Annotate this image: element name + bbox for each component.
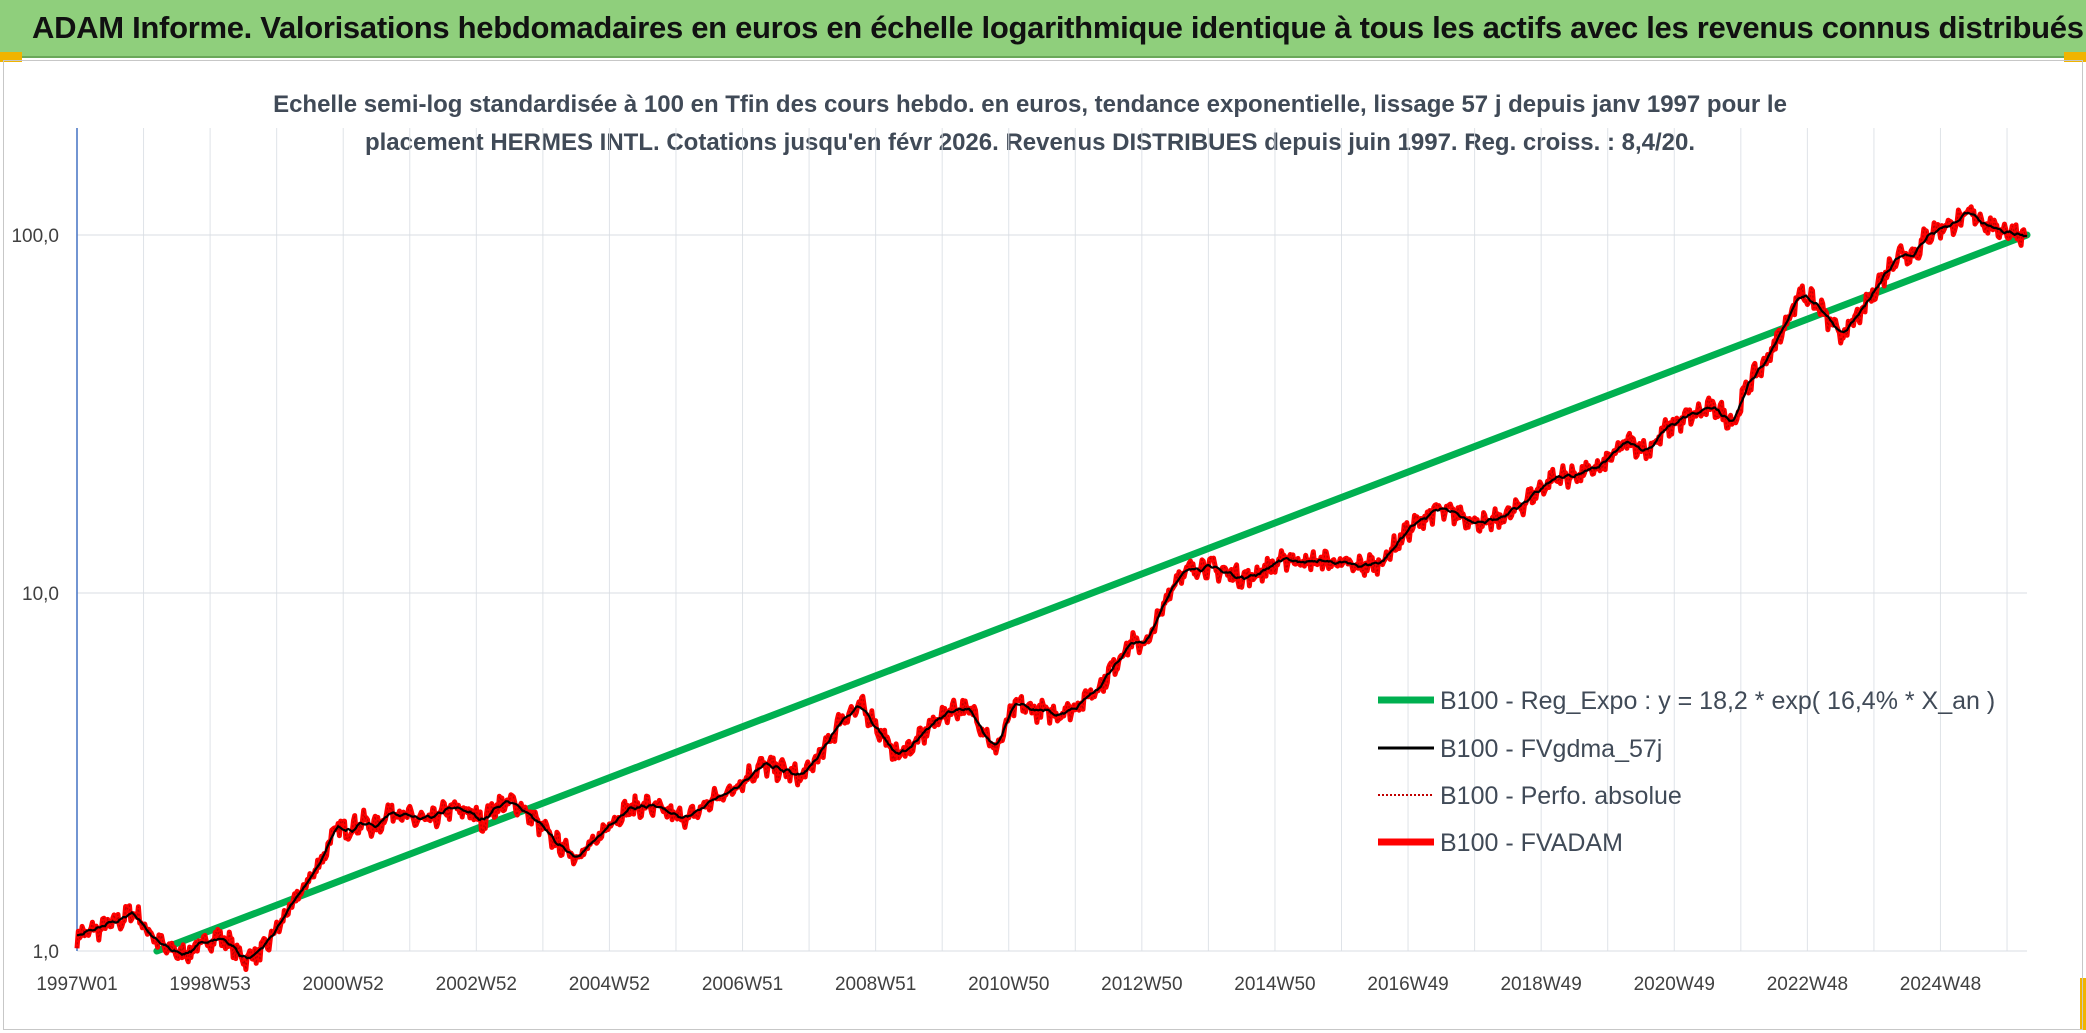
legend-label-regression: B100 - Reg_Expo : y = 18,2 * exp( 16,4% … (1440, 687, 1995, 715)
x-tick-label: 2018W49 (1500, 974, 1581, 995)
legend-label-perfo: B100 - Perfo. absolue (1440, 782, 1682, 810)
x-tick-label: 1997W01 (36, 974, 117, 995)
x-tick-label: 2006W51 (702, 974, 783, 995)
corner-accent-bottom-right (2080, 978, 2086, 1030)
series-perfo-line (76, 205, 2028, 970)
plot-border (3, 60, 2083, 1030)
chart-title-line1: Echelle semi-log standardisée à 100 en T… (273, 91, 1787, 118)
x-tick-label: 2022W48 (1767, 974, 1848, 995)
legend-label-fvadam: B100 - FVADAM (1440, 829, 1623, 857)
grid-lines (77, 128, 2027, 952)
series-smoothed-line (76, 211, 2028, 960)
x-tick-label: 1998W53 (169, 974, 250, 995)
x-tick-label: 2012W50 (1101, 974, 1182, 995)
series-regression-line (153, 231, 2031, 955)
x-tick-label: 2020W49 (1634, 974, 1715, 995)
x-tick-label: 2014W50 (1234, 974, 1315, 995)
x-tick-label: 2010W50 (968, 974, 1049, 995)
chart-title-line2: placement HERMES INTL. Cotations jusqu'e… (364, 129, 1696, 156)
x-tick-label: 2000W52 (303, 974, 384, 995)
x-tick-label: 2008W51 (835, 974, 916, 995)
header-bar: ADAM Informe. Valorisations hebdomadaire… (0, 0, 2086, 58)
chart-legend: B100 - Reg_Expo : y = 18,2 * exp( 16,4% … (1378, 687, 1995, 857)
chart-title: Echelle semi-log standardisée à 100 en T… (150, 86, 1910, 162)
page-title: ADAM Informe. Valorisations hebdomadaire… (32, 10, 2084, 45)
legend-label-smoothed: B100 - FVgdma_57j (1440, 735, 1662, 763)
x-axis-ticks: 1997W01 1998W53 2000W52 2002W52 2004W52 2006W… (36, 974, 1981, 995)
y-tick-label: 1,0 (33, 942, 59, 963)
corner-accent-top-left (0, 52, 22, 62)
x-tick-label: 2024W48 (1900, 974, 1981, 995)
y-tick-label: 100,0 (11, 226, 59, 247)
series-fvadam-line (74, 204, 2028, 972)
x-tick-label: 2016W49 (1367, 974, 1448, 995)
x-tick-label: 2004W52 (569, 974, 650, 995)
y-axis-ticks: 1,0 10,0 100,0 (11, 226, 59, 963)
corner-accent-top-right (2064, 52, 2086, 62)
series-layer (74, 204, 2031, 972)
y-tick-label: 10,0 (22, 584, 59, 605)
x-tick-label: 2002W52 (436, 974, 517, 995)
